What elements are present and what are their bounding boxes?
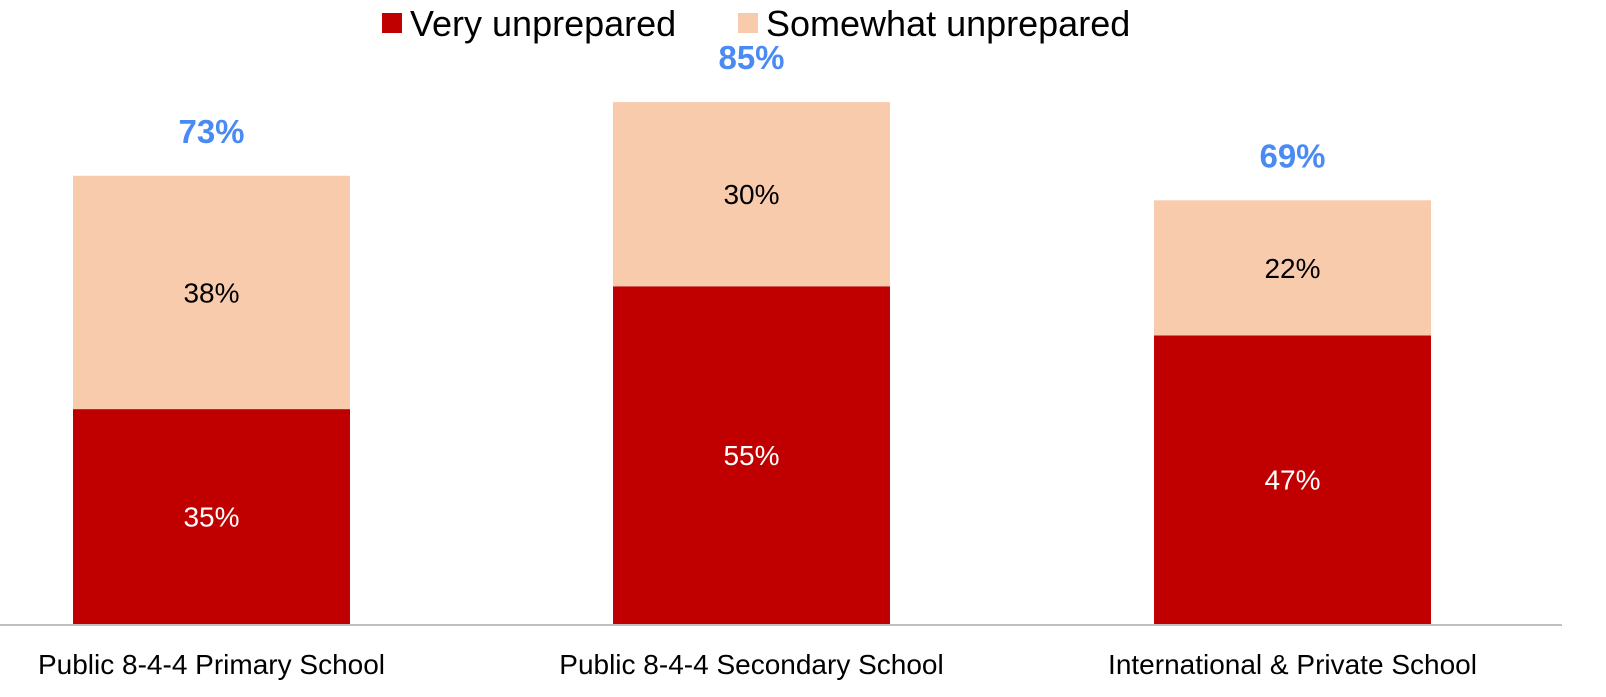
category-label-2: Public 8-4-4 Secondary School	[559, 649, 943, 680]
data-label-somewhat-unprepared-2: 30%	[723, 179, 779, 210]
data-label-very-unprepared-1: 35%	[183, 502, 239, 533]
bar-somewhat-unprepared-3	[1154, 200, 1431, 336]
bar-very-unprepared-1	[73, 409, 350, 624]
legend-label-very-unprepared: Very unprepared	[410, 3, 676, 44]
legend: Very unprepared Somewhat unprepared	[382, 3, 1130, 44]
total-label-2: 85%	[718, 39, 784, 76]
plot-area: 35% 38% 73% 55% 30% 85% 47% 22% 69%	[73, 39, 1431, 624]
category-label-3: International & Private School	[1108, 649, 1477, 680]
total-label-1: 73%	[178, 113, 244, 150]
bar-somewhat-unprepared-2	[613, 102, 890, 287]
bar-very-unprepared-2	[613, 286, 890, 624]
bar-somewhat-unprepared-1	[73, 175, 350, 410]
legend-swatch-very-unprepared	[382, 13, 402, 33]
data-label-very-unprepared-2: 55%	[723, 440, 779, 471]
category-label-1: Public 8-4-4 Primary School	[38, 649, 385, 680]
data-label-very-unprepared-3: 47%	[1264, 465, 1320, 496]
data-label-somewhat-unprepared-1: 38%	[183, 277, 239, 308]
bar-very-unprepared-3	[1154, 335, 1431, 624]
data-label-somewhat-unprepared-3: 22%	[1264, 253, 1320, 284]
category-axis: Public 8-4-4 Primary School Public 8-4-4 …	[38, 649, 1477, 680]
legend-label-somewhat-unprepared: Somewhat unprepared	[766, 3, 1130, 44]
total-label-3: 69%	[1259, 137, 1325, 174]
legend-swatch-somewhat-unprepared	[738, 13, 758, 33]
